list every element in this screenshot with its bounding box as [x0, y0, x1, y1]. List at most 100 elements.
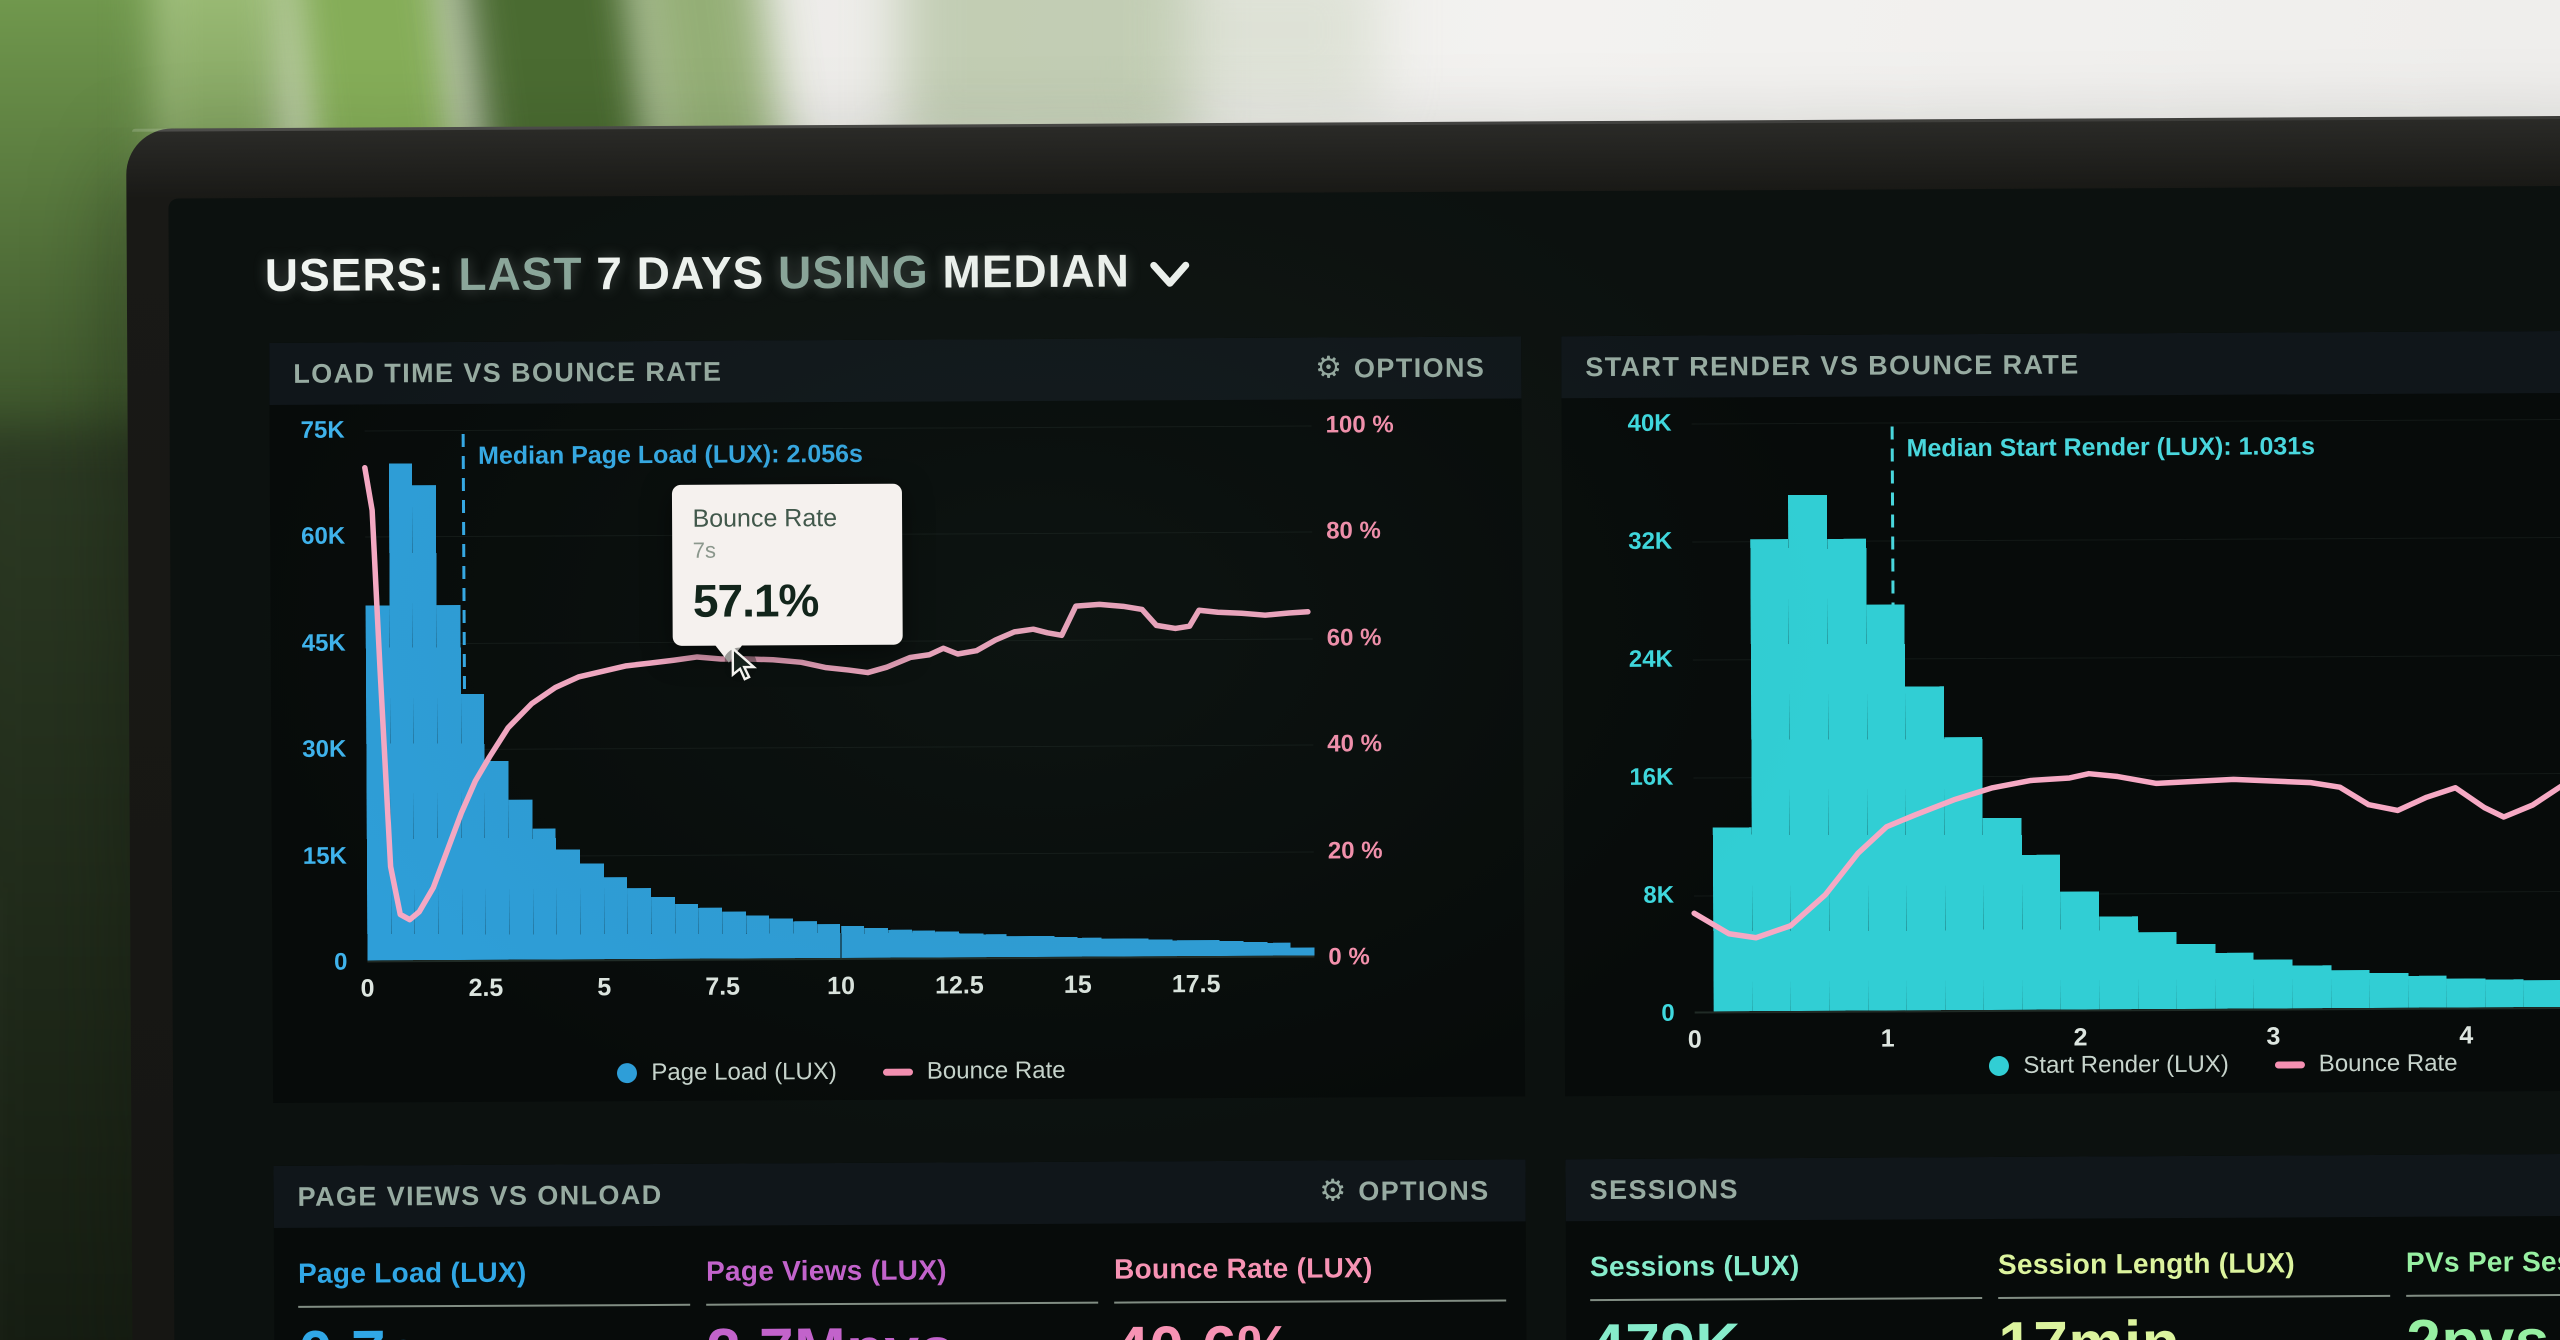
metric-label: Session Length (LUX)	[1997, 1247, 2295, 1280]
y-axis-right: 100 % 80 % 60 % 40 % 20 % 0 %	[1312, 411, 1525, 970]
metric-value: 17min	[1998, 1307, 2390, 1340]
legend-item: Bounce Rate	[882, 1056, 1066, 1086]
metric-column: PVs Per Session 2pvs	[2406, 1245, 2560, 1340]
metric-column: Page Load (LUX) 0.7s	[298, 1256, 691, 1340]
plot-area: Median Page Load (LUX): 2.056s Bounce Rat…	[362, 425, 1318, 963]
x-axis-tick-label: 5	[597, 973, 612, 1002]
x-axis-tick-label: 12.5	[934, 971, 984, 1000]
y-axis-right-tick-label: 100 %	[1325, 411, 1394, 439]
y-axis-tick-label: 45K	[301, 629, 346, 657]
metric-value: 0.7s	[298, 1316, 690, 1340]
x-axis-tick-label: 10	[827, 971, 856, 1001]
options-button[interactable]: ⚙ OPTIONS	[1319, 1173, 1490, 1209]
x-axis-tick-label: 3	[2266, 1022, 2281, 1051]
title-segment: USERS:	[264, 248, 445, 302]
chart-legend: Page Load (LUX) Bounce Rate	[368, 1056, 1315, 1089]
title-segment: LAST	[444, 247, 583, 301]
metric-value: 2pvs	[2406, 1305, 2560, 1340]
bounce-rate-line	[1691, 770, 2560, 941]
panel-title: PAGE VIEWS VS ONLOAD	[297, 1179, 663, 1212]
legend-label: Page Load (LUX)	[651, 1058, 837, 1087]
metric-column: Page Views (LUX) 2.7Mpvs	[706, 1254, 1099, 1340]
tooltip: Bounce Rate 7s 57.1%	[672, 483, 904, 647]
y-axis-tick-label: 8K	[1643, 881, 1675, 909]
title-segment: USING	[764, 245, 929, 299]
dashboard-screen: USERS: LAST 7 DAYS USING MEDIAN LOAD TIM…	[168, 185, 2560, 1340]
y-axis-tick-label: 40K	[1627, 409, 1672, 437]
panel-header: START RENDER VS BOUNCE RATE ⚙ OPTIONS	[1561, 329, 2560, 399]
legend-dot-icon	[1989, 1055, 2010, 1077]
panel-header: LOAD TIME VS BOUNCE RATE ⚙ OPTIONS	[269, 336, 1522, 405]
chart-body: 75K 60K 45K 30K 15K 0 Median Page Load (LUX): …	[270, 411, 1525, 976]
legend-label: Bounce Rate	[926, 1056, 1066, 1085]
metric-label: Page Load (LUX)	[297, 1256, 527, 1289]
legend-dot-icon	[617, 1063, 638, 1084]
options-button[interactable]: ⚙ OPTIONS	[1314, 350, 1486, 386]
metric-label: Sessions (LUX)	[1589, 1249, 1800, 1283]
metric-divider	[2406, 1292, 2560, 1297]
metric-column: Sessions (LUX) 479K	[1590, 1249, 1983, 1340]
y-axis-tick-label: 60K	[301, 522, 346, 551]
panel-header: SESSIONS ⚙ OPTIONS	[1565, 1152, 2560, 1222]
y-axis-tick-label: 0	[333, 948, 348, 976]
metric-label: Page Views (LUX)	[705, 1254, 947, 1287]
legend-dash-icon	[2274, 1060, 2305, 1069]
panel-title: LOAD TIME VS BOUNCE RATE	[293, 356, 723, 389]
plant-leaf-blur	[1150, 0, 1380, 110]
y-axis-left: 75K 60K 45K 30K 15K 0	[270, 417, 368, 976]
metric-value: 479K	[1590, 1309, 1982, 1340]
gear-icon: ⚙	[1314, 350, 1343, 386]
laptop-bezel: USERS: LAST 7 DAYS USING MEDIAN LOAD TIM…	[126, 115, 2560, 1340]
y-axis-right-tick-label: 80 %	[1326, 517, 1381, 545]
x-axis-tick-label: 15	[1063, 970, 1092, 999]
chart-legend: Start Render (LUX) Bounce Rate	[1695, 1048, 2560, 1082]
y-axis-tick-label: 16K	[1629, 763, 1674, 791]
tooltip-value: 57.1%	[692, 574, 819, 628]
tooltip-title: Bounce Rate	[692, 504, 838, 534]
x-axis: 0 2.5 5 7.5 10 12.5 15 17.5	[361, 958, 1314, 1005]
dashboard-title-dropdown[interactable]: USERS: LAST 7 DAYS USING MEDIAN	[265, 243, 1190, 302]
y-axis-right-tick-label: 60 %	[1326, 623, 1382, 652]
chart-start-render: 40K 32K 24K 16K 8K 0 Median Start Render (LUX)…	[1562, 410, 2560, 1056]
legend-item: Page Load (LUX)	[617, 1058, 837, 1087]
x-axis-tick-label: 0	[1687, 1025, 1702, 1054]
x-axis-tick-label: 7.5	[705, 972, 741, 1001]
legend-label: Bounce Rate	[2318, 1049, 2458, 1078]
panel-start-render-vs-bounce-rate: START RENDER VS BOUNCE RATE ⚙ OPTIONS 40…	[1561, 329, 2560, 1097]
x-axis-tick-label: 17.5	[1171, 970, 1221, 999]
y-axis-tick-label: 15K	[302, 842, 347, 870]
title-segment: MEDIAN	[928, 244, 1131, 298]
y-axis-tick-label: 0	[1661, 999, 1675, 1027]
y-axis-right-tick-label: 20 %	[1327, 836, 1383, 865]
x-axis-tick-label: 0	[360, 974, 375, 1003]
legend-dash-icon	[882, 1068, 913, 1076]
metric-divider	[298, 1303, 691, 1308]
metric-summary-row: Page Load (LUX) 0.7s Page Views (LUX) 2.7Mp…	[274, 1221, 1527, 1340]
x-axis-tick-label: 4	[2459, 1021, 2474, 1050]
metric-divider	[1998, 1294, 2391, 1299]
y-axis-tick-label: 75K	[300, 416, 345, 444]
legend-item: Start Render (LUX)	[1989, 1051, 2229, 1080]
x-axis-tick-label: 2	[2073, 1023, 2088, 1052]
y-axis-left: 40K 32K 24K 16K 8K 0	[1562, 410, 1695, 1027]
chart-body: 40K 32K 24K 16K 8K 0 Median Start Render (LUX)…	[1562, 410, 2560, 1027]
y-axis-tick-label: 32K	[1628, 527, 1673, 555]
tooltip-subtitle: 7s	[692, 537, 717, 564]
panel-title: START RENDER VS BOUNCE RATE	[1585, 349, 2080, 382]
y-axis-right-tick-label: 40 %	[1327, 730, 1383, 758]
legend-label: Start Render (LUX)	[2023, 1050, 2229, 1079]
metric-divider	[1590, 1297, 1983, 1302]
chevron-down-icon	[1150, 261, 1190, 287]
panel-header: PAGE VIEWS VS ONLOAD ⚙ OPTIONS	[273, 1159, 1526, 1228]
panel-load-time-vs-bounce-rate: LOAD TIME VS BOUNCE RATE ⚙ OPTIONS 75K 60…	[269, 336, 1526, 1103]
panel-title: SESSIONS	[1589, 1173, 1739, 1205]
plot-area: Median Start Render (LUX): 1.031s	[1691, 418, 2560, 1014]
title-segment: 7 DAYS	[582, 246, 765, 300]
metric-summary-row: Sessions (LUX) 479K Session Length (LUX) 17…	[1566, 1215, 2560, 1340]
metric-divider	[1114, 1299, 1507, 1304]
legend-item: Bounce Rate	[2274, 1049, 2458, 1079]
page-title: USERS: LAST 7 DAYS USING MEDIAN	[265, 244, 1130, 301]
mouse-cursor-icon	[723, 645, 767, 696]
panel-sessions: SESSIONS ⚙ OPTIONS Sessions (LUX)479KSes…	[1565, 1152, 2560, 1340]
